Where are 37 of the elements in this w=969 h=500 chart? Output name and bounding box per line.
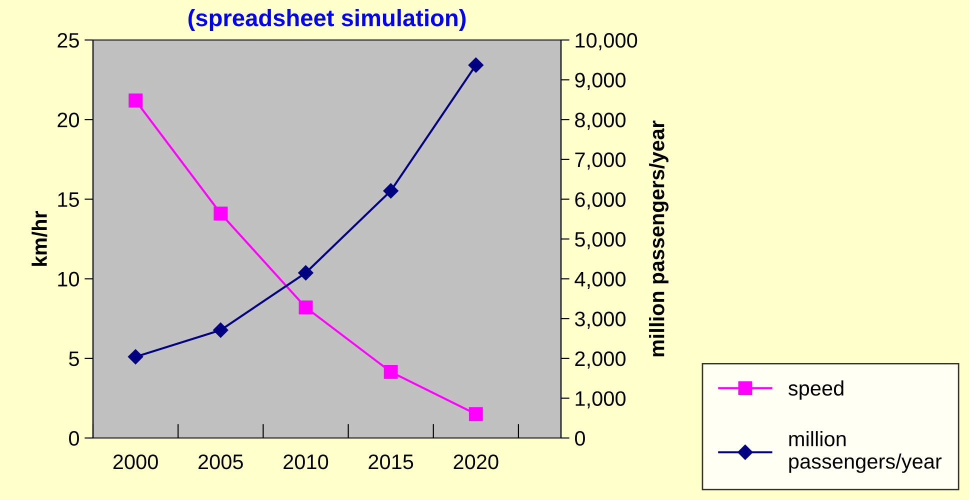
y2-tick-label: 0 [575, 431, 585, 446]
point [298, 300, 313, 314]
point [214, 206, 228, 220]
y2-tick-label: 3,000 [574, 312, 626, 329]
point [213, 322, 228, 338]
point [128, 349, 144, 364]
y2-tick-label: 8,000 [575, 112, 626, 130]
point [298, 265, 314, 280]
x-tick-label: 2015 [368, 454, 414, 470]
y-tick-label: 0 [69, 431, 79, 446]
y2-tick-label: 10,000 [576, 33, 638, 50]
y-tick-label: 25 [58, 33, 79, 48]
point [128, 94, 142, 108]
legend-label: speed [788, 380, 844, 400]
y2-tick-label: 9,000 [575, 72, 626, 90]
y-tick-label: 20 [58, 112, 79, 128]
x-tick-label: 2000 [113, 454, 158, 470]
y2-axis-title: million passengers/year [649, 120, 669, 356]
y-axis-title: km/hr [32, 210, 48, 266]
x-tick-label: 2010 [284, 454, 328, 470]
y2-tick-label: 1,000 [576, 391, 626, 408]
x-tick-label: 2020 [454, 454, 498, 470]
y-tick-label: 15 [58, 192, 79, 207]
point [468, 407, 483, 422]
y2-tick-label: 6,000 [575, 192, 626, 210]
y2-tick-label: 5,000 [575, 232, 626, 250]
legend-label: million passengers/year [789, 431, 942, 473]
point [468, 58, 484, 73]
y2-tick-label: 4,000 [574, 272, 626, 290]
chart-title: (spreadsheet simulation) [188, 9, 466, 32]
y2-tick-label: 2,000 [575, 351, 626, 369]
point [384, 364, 398, 379]
y-tick-label: 5 [69, 352, 79, 366]
y2-tick-label: 7,000 [575, 152, 626, 170]
y-tick-label: 10 [58, 272, 79, 287]
point [383, 183, 398, 198]
x-tick-label: 2005 [198, 454, 243, 470]
